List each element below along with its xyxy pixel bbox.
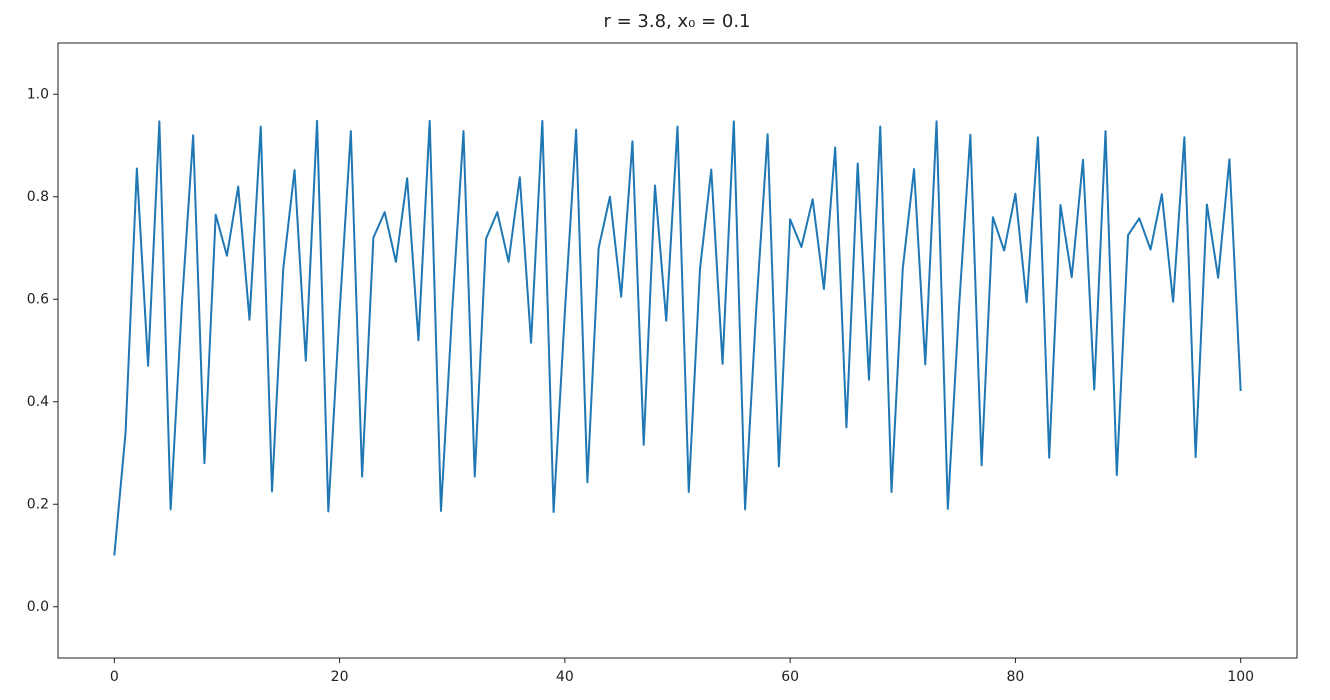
- x-tick-label: 80: [1006, 669, 1024, 685]
- y-tick-label: 0.6: [27, 291, 49, 307]
- y-tick-label: 0.2: [27, 496, 49, 512]
- x-tick-label: 0: [110, 669, 119, 685]
- data-line: [113, 119, 1242, 556]
- y-tick-label: 0.4: [27, 394, 49, 410]
- x-tick-label: 100: [1227, 669, 1254, 685]
- plot-frame: [57, 42, 1298, 659]
- y-tick-label: 0.0: [27, 599, 49, 615]
- x-tick-label: 40: [556, 669, 574, 685]
- y-tick-label: 0.8: [27, 189, 49, 205]
- y-tick-label: 1.0: [27, 86, 49, 102]
- x-tick-label: 60: [781, 669, 799, 685]
- x-tick-label: 20: [331, 669, 349, 685]
- chart-title: r = 3.8, x₀ = 0.1: [603, 11, 750, 32]
